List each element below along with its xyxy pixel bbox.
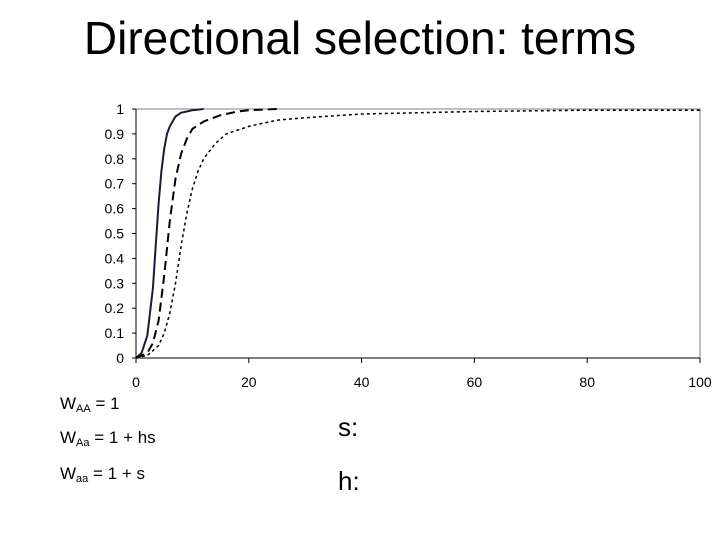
equation-rhs: = 1 + s [88,464,145,483]
y-tick-label: 0.7 [105,176,125,192]
series-line-3 [135,109,700,359]
equation-prefix: W [60,394,77,413]
y-tick-label: 0.6 [105,201,125,217]
y-tick-label: 0.9 [105,126,125,142]
equation-waa-heterozygote: WAa = 1 + hs [60,428,156,449]
param-h-label: h: [338,466,360,496]
slide-title: Directional selection: terms [83,12,637,64]
y-tick-label: 0.5 [105,226,125,242]
x-tick-label: 0 [132,374,140,390]
y-tick-label: 0.1 [105,325,125,341]
equation-rhs: = 1 + hs [89,428,156,447]
plot-area [135,108,701,359]
y-tick-label: 0.3 [105,275,125,291]
x-tick-label: 40 [354,374,370,390]
equation-genotype: aa [76,473,89,485]
y-tick-label: 0.2 [105,300,125,316]
equation-genotype: Aa [76,437,90,449]
equation-prefix: W [60,428,77,447]
series-layer [135,108,700,359]
x-tick-label: 20 [241,374,257,390]
equation-waa-homozygote: WAA = 1 [60,394,120,415]
y-tick-label: 0 [116,350,124,366]
y-tick-label: 0.8 [105,151,125,167]
y-tick-label: 1 [116,101,124,117]
y-tick-label: 0.4 [105,250,125,266]
x-tick-label: 80 [579,374,595,390]
x-tick-label: 60 [467,374,483,390]
equation-waa-recessive: Waa = 1 + s [60,464,145,485]
y-axis: 0 0.1 0.2 0.3 0.4 0.5 0.6 0.7 0.8 0.9 1 [105,101,137,366]
series-line-1 [135,108,204,359]
param-s-label: s: [338,412,359,442]
equation-rhs: = 1 [90,394,120,413]
equation-prefix: W [60,464,77,483]
x-axis: 0 20 40 60 80 100 [132,357,712,390]
x-tick-label: 100 [688,374,712,390]
series-line-2 [135,108,278,359]
equation-genotype: AA [76,403,91,415]
